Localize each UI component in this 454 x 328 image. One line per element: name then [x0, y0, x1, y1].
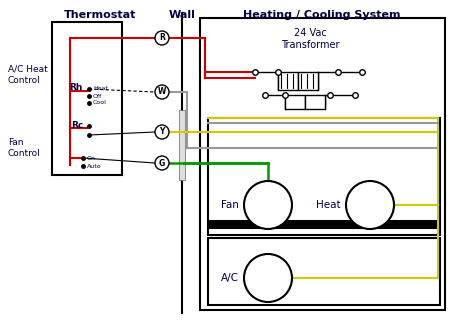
Text: Cool: Cool [93, 100, 107, 106]
Text: A/C: A/C [221, 273, 239, 283]
Bar [298, 72, 318, 90]
Text: Off: Off [93, 93, 102, 98]
Bar [52, 22, 122, 175]
Circle shape [155, 125, 169, 139]
Text: Wall: Wall [168, 10, 195, 20]
Bar [305, 95, 325, 109]
Bar [208, 118, 440, 235]
Text: R: R [159, 33, 165, 43]
Circle shape [155, 31, 169, 45]
Text: 24 Vac
Transformer: 24 Vac Transformer [281, 28, 339, 50]
Text: G: G [159, 158, 165, 168]
Text: Heat: Heat [93, 87, 108, 92]
Text: Fan
Control: Fan Control [8, 138, 41, 158]
Text: Heat: Heat [316, 200, 341, 210]
Text: Thermostat: Thermostat [64, 10, 136, 20]
Circle shape [155, 156, 169, 170]
Bar [179, 110, 185, 180]
Bar [278, 72, 298, 90]
Text: Heating / Cooling System: Heating / Cooling System [243, 10, 401, 20]
Text: Rc: Rc [71, 120, 83, 130]
Text: W: W [158, 88, 166, 96]
Text: On: On [87, 155, 96, 160]
Circle shape [155, 85, 169, 99]
Bar [200, 18, 445, 310]
Circle shape [346, 181, 394, 229]
Text: Y: Y [159, 128, 165, 136]
Bar [208, 238, 440, 305]
Bar [285, 95, 305, 109]
Text: Auto: Auto [87, 163, 102, 169]
Text: A/C Heat
Control: A/C Heat Control [8, 65, 48, 85]
Circle shape [244, 254, 292, 302]
Circle shape [244, 181, 292, 229]
Text: Rh: Rh [69, 84, 83, 92]
Text: Fan: Fan [221, 200, 239, 210]
